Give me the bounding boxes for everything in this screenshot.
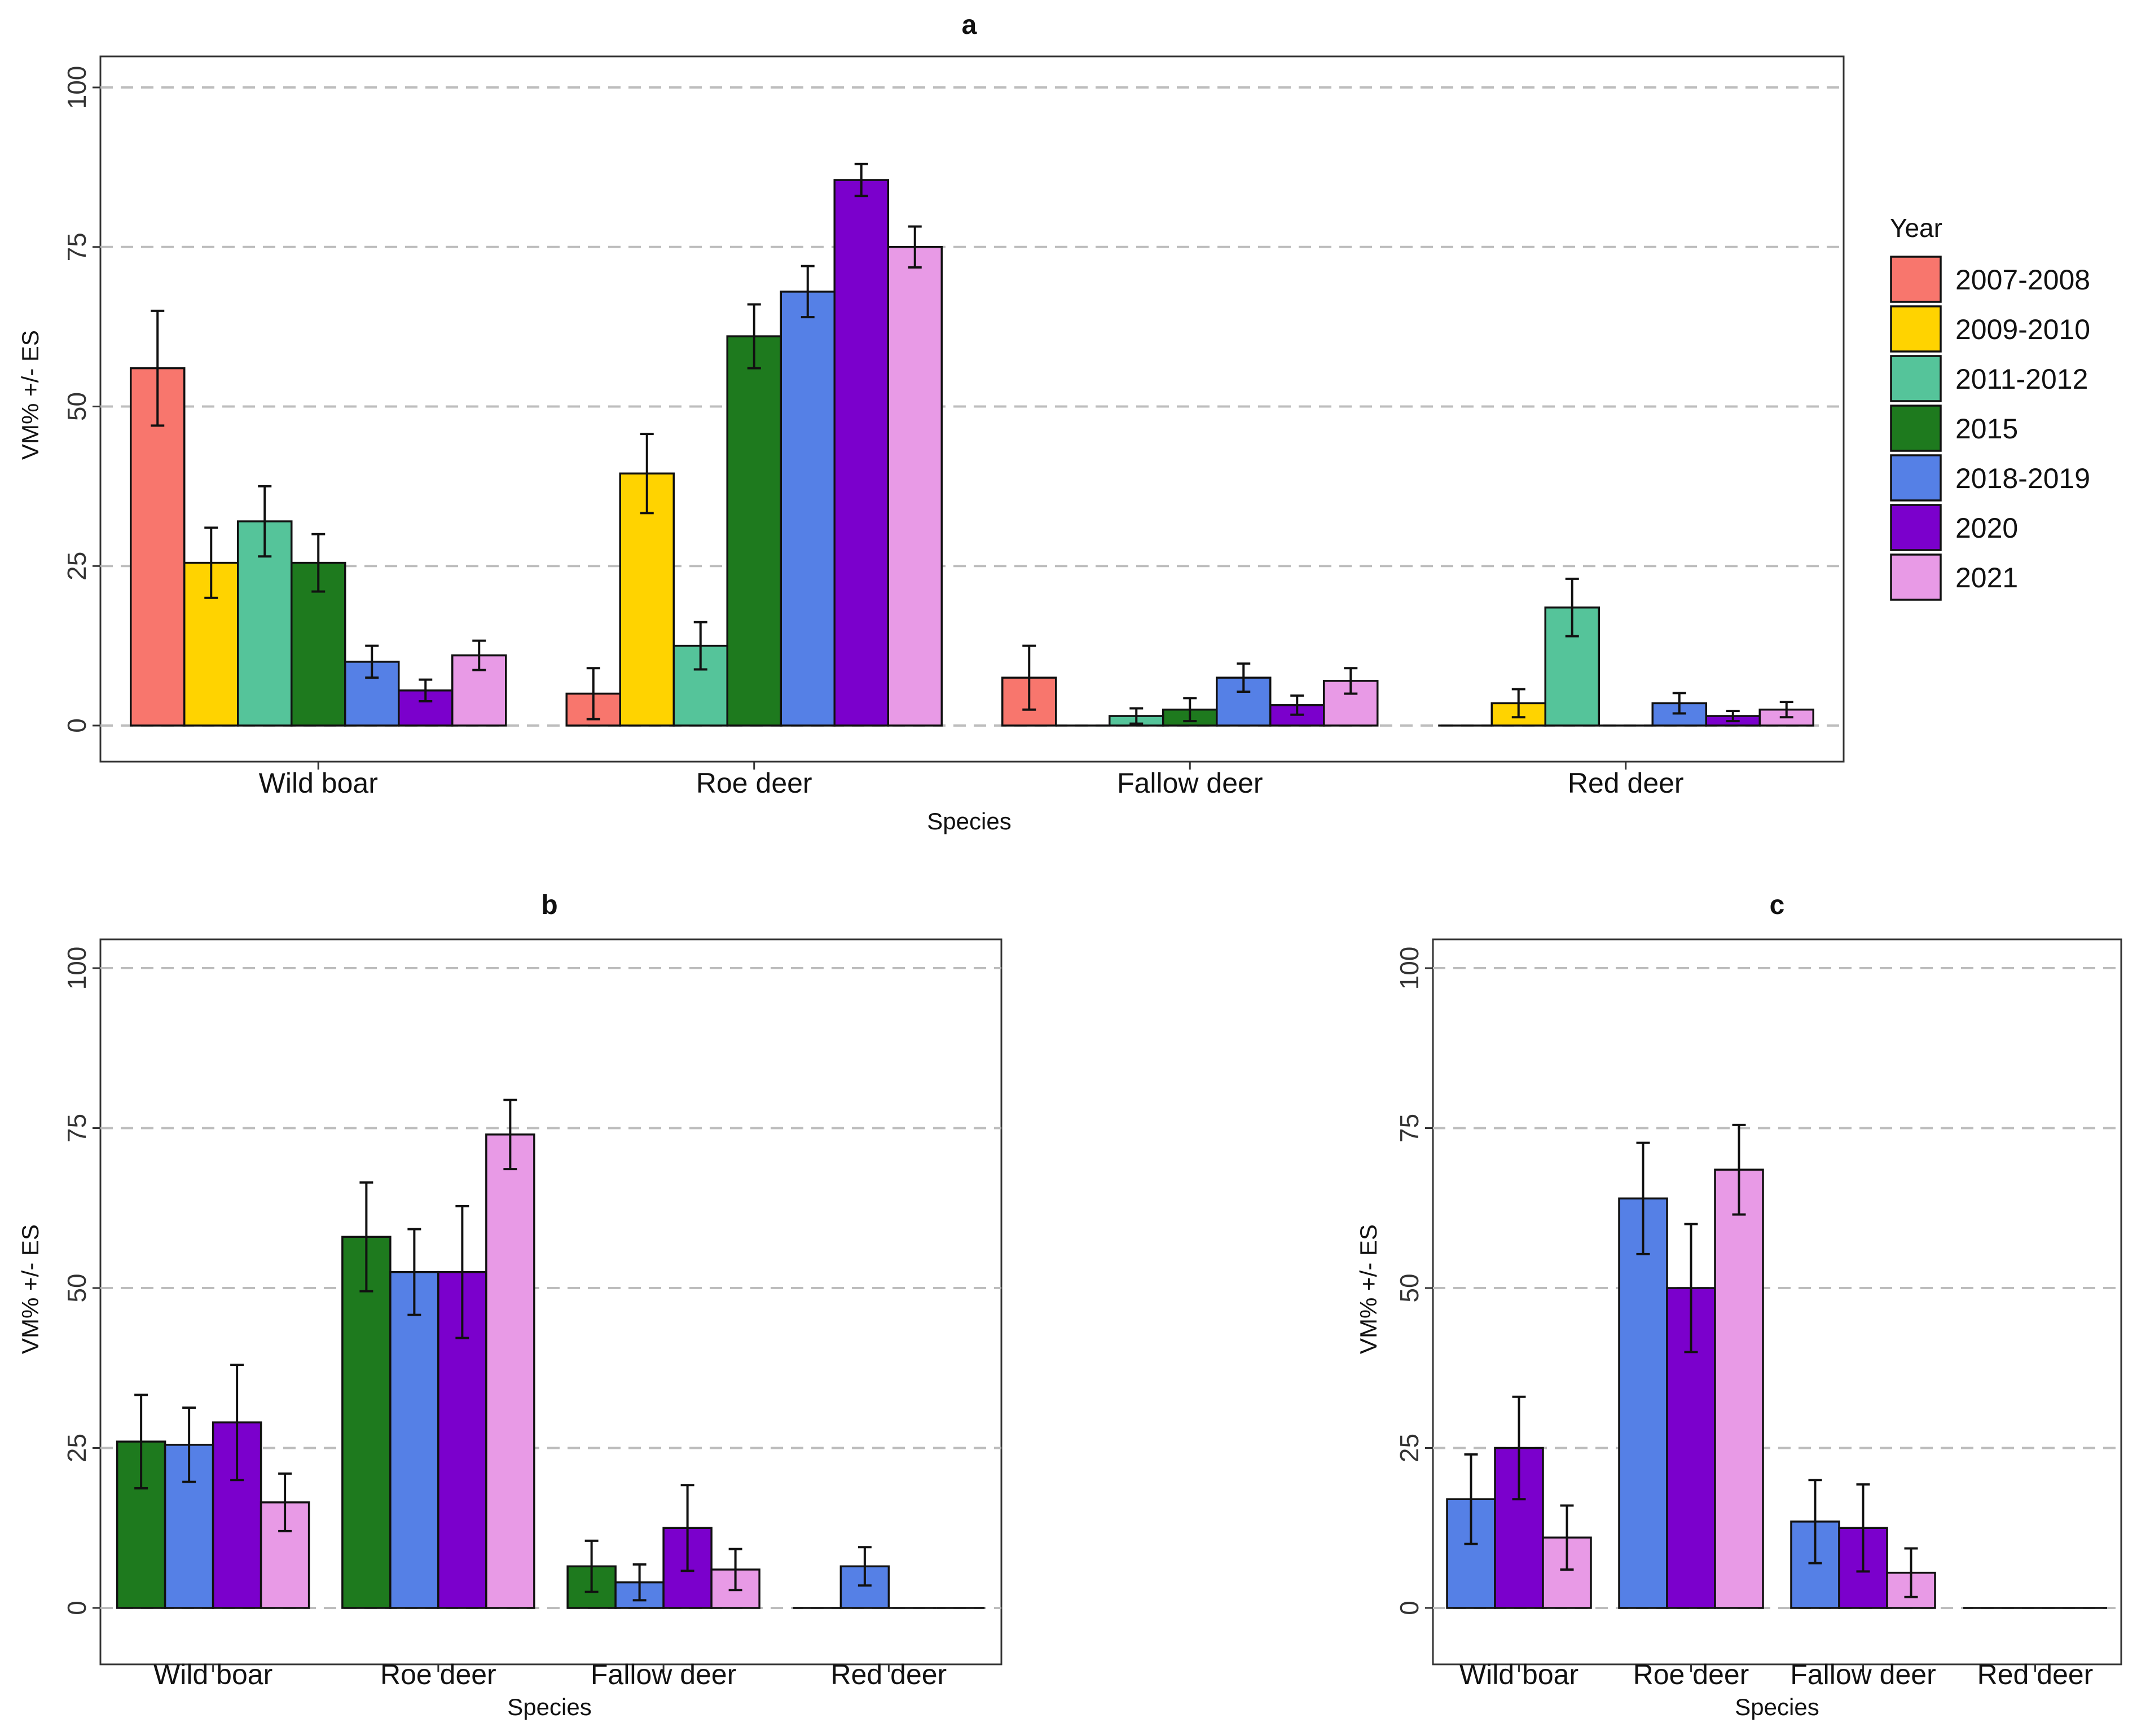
legend-swatch xyxy=(1890,553,1942,601)
x-tick-label: Fallow deer xyxy=(1117,767,1263,799)
legend-label: 2011-2012 xyxy=(1955,363,2088,395)
bar xyxy=(389,1271,439,1609)
legend-swatch xyxy=(1890,504,1942,551)
panel-c-xlabel: Species xyxy=(1735,1694,1819,1720)
bar xyxy=(887,246,943,727)
legend-label: 2015 xyxy=(1955,413,2018,445)
bar xyxy=(833,179,889,727)
y-tick-label: 75 xyxy=(62,232,91,261)
y-tick-label: 75 xyxy=(62,1114,91,1142)
y-tick-label: 100 xyxy=(62,947,91,990)
legend-title: Year xyxy=(1890,213,1942,243)
panel-b-xlabel: Species xyxy=(507,1694,591,1720)
y-tick-label: 25 xyxy=(62,1434,91,1462)
legend-swatch xyxy=(1890,454,1942,502)
x-tick-label: Roe deer xyxy=(1633,1659,1749,1690)
x-tick-label: Red deer xyxy=(1568,767,1684,799)
legend-swatch xyxy=(1890,405,1942,452)
x-tick-label: Red deer xyxy=(1977,1659,2094,1690)
legend: Year 2007-2008 2009-2010 2011-2012 2015 2018… xyxy=(1890,213,2090,601)
x-tick-label: Wild boar xyxy=(259,767,378,799)
y-tick-label: 0 xyxy=(62,718,91,733)
y-tick-label: 100 xyxy=(62,66,91,109)
x-tick-label: Wild boar xyxy=(1459,1659,1578,1690)
bar xyxy=(619,472,675,727)
panel-a-xlabel: Species xyxy=(927,808,1011,834)
legend-label: 2020 xyxy=(1955,512,2018,544)
legend-swatch xyxy=(1890,355,1942,402)
bar xyxy=(1618,1197,1668,1609)
legend-label: 2009-2010 xyxy=(1955,314,2090,345)
panel-c-title: c xyxy=(1770,890,1785,920)
panel-b-title: b xyxy=(541,890,557,920)
y-tick-label: 50 xyxy=(1395,1273,1424,1302)
x-tick-label: Fallow deer xyxy=(591,1659,736,1690)
y-tick-label: 50 xyxy=(62,392,91,421)
panel-a: a VM% +/- ES Species 0 25 50 75 100 Wild boar… xyxy=(17,10,1845,834)
bar xyxy=(726,335,782,727)
y-tick-label: 0 xyxy=(1395,1601,1424,1615)
panel-b: b VM% +/- ES Species 0 25 50 75 100 Wild boar… xyxy=(17,890,1002,1720)
legend-label: 2007-2008 xyxy=(1955,264,2090,296)
x-tick-label: Wild boar xyxy=(153,1659,272,1690)
panel-c: c VM% +/- ES Species 0 25 50 75 100 Wild boar… xyxy=(1355,890,2122,1720)
y-tick-label: 50 xyxy=(62,1273,91,1302)
legend-label: 2021 xyxy=(1955,562,2018,594)
legend-swatch xyxy=(1890,256,1942,303)
legend-label: 2018-2019 xyxy=(1955,463,2090,494)
y-tick-label: 25 xyxy=(62,552,91,581)
panel-c-ylabel: VM% +/- ES xyxy=(1355,1224,1382,1354)
bar xyxy=(485,1133,535,1609)
x-tick-label: Roe deer xyxy=(696,767,812,799)
bar xyxy=(1714,1168,1764,1609)
bar xyxy=(341,1236,392,1609)
bar xyxy=(780,291,836,727)
legend-swatch xyxy=(1890,305,1942,353)
x-tick-label: Fallow deer xyxy=(1790,1659,1936,1690)
panel-b-ylabel: VM% +/- ES xyxy=(17,1224,43,1354)
x-tick-label: Roe deer xyxy=(380,1659,496,1690)
y-tick-label: 100 xyxy=(1395,947,1424,990)
panel-a-ylabel: VM% +/- ES xyxy=(17,330,43,460)
panel-a-title: a xyxy=(962,10,977,40)
x-tick-label: Red deer xyxy=(831,1659,947,1690)
y-tick-label: 25 xyxy=(1395,1434,1424,1462)
y-tick-label: 75 xyxy=(1395,1114,1424,1142)
y-tick-label: 0 xyxy=(62,1601,91,1615)
